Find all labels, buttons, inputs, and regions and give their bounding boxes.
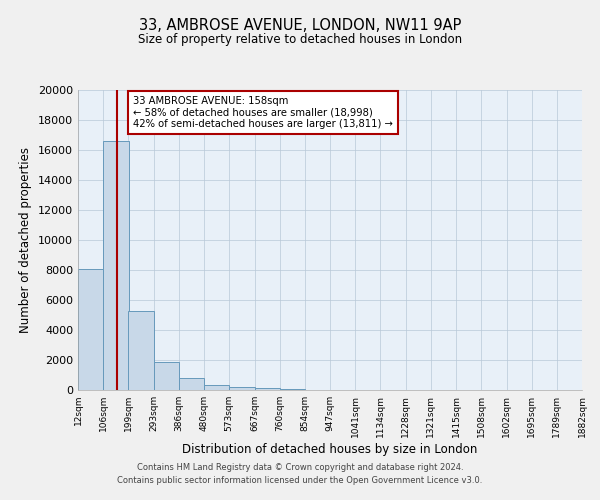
- Bar: [128, 310, 154, 390]
- Bar: [254, 388, 280, 390]
- Bar: [204, 385, 229, 390]
- Bar: [78, 268, 103, 390]
- Text: Contains public sector information licensed under the Open Government Licence v3: Contains public sector information licen…: [118, 476, 482, 485]
- Bar: [154, 362, 179, 390]
- Bar: [229, 387, 254, 390]
- Text: Contains HM Land Registry data © Crown copyright and database right 2024.: Contains HM Land Registry data © Crown c…: [137, 464, 463, 472]
- X-axis label: Distribution of detached houses by size in London: Distribution of detached houses by size …: [182, 442, 478, 456]
- Text: Size of property relative to detached houses in London: Size of property relative to detached ho…: [138, 32, 462, 46]
- Text: 33 AMBROSE AVENUE: 158sqm
← 58% of detached houses are smaller (18,998)
42% of s: 33 AMBROSE AVENUE: 158sqm ← 58% of detac…: [133, 96, 392, 129]
- Y-axis label: Number of detached properties: Number of detached properties: [19, 147, 32, 333]
- Bar: [280, 388, 305, 390]
- Bar: [103, 141, 128, 390]
- Bar: [179, 378, 204, 390]
- Text: 33, AMBROSE AVENUE, LONDON, NW11 9AP: 33, AMBROSE AVENUE, LONDON, NW11 9AP: [139, 18, 461, 32]
